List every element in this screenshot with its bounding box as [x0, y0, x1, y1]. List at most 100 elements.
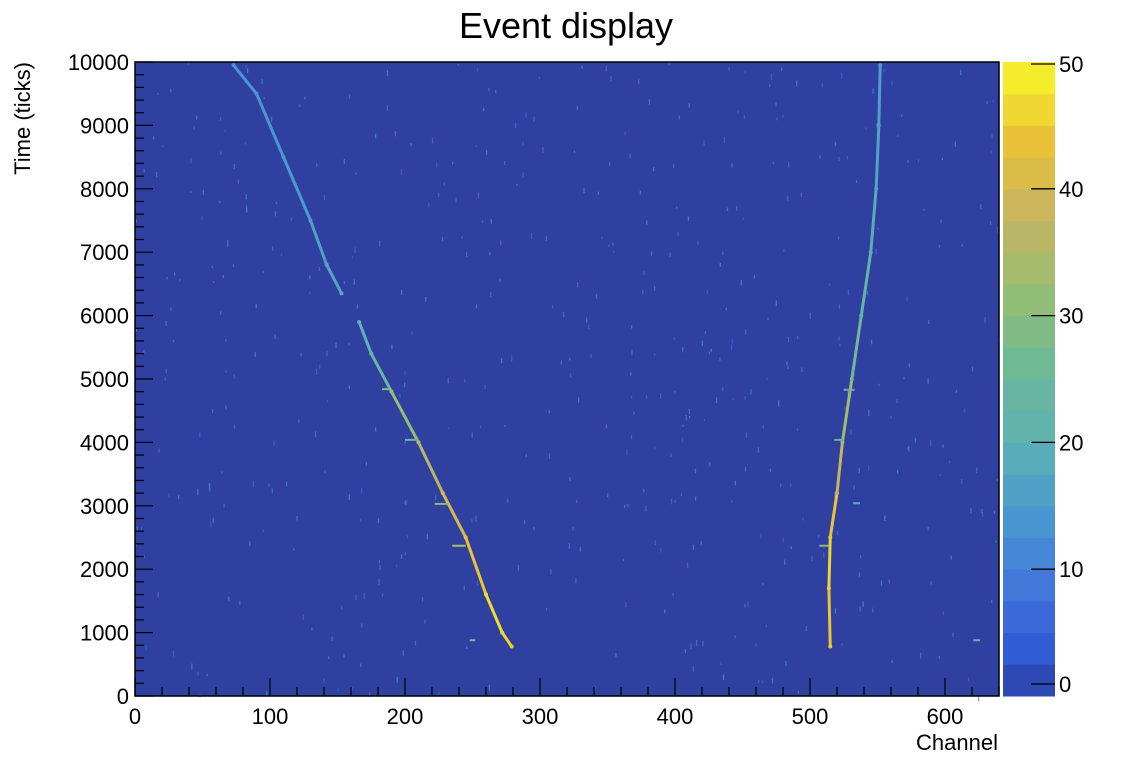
y-tick-label: 5000 — [80, 367, 129, 392]
noise-speck — [787, 366, 789, 370]
noise-speck — [172, 651, 175, 657]
noise-speck — [688, 409, 690, 415]
noise-speck — [868, 409, 870, 416]
noise-speck — [681, 437, 684, 443]
track-segment — [874, 123, 881, 191]
noise-speck — [225, 370, 227, 373]
noise-speck — [178, 494, 180, 500]
noise-speck — [890, 415, 892, 419]
noise-speck — [212, 517, 214, 523]
noise-speck — [225, 339, 227, 342]
noise-speck — [545, 608, 548, 611]
noise-speck — [157, 592, 159, 598]
noise-speck — [400, 169, 402, 175]
noise-speck — [165, 368, 167, 373]
noise-speck — [135, 542, 137, 547]
noise-speck — [576, 282, 579, 288]
noise-speck — [834, 491, 836, 498]
noise-speck — [211, 409, 214, 413]
noise-speck — [760, 533, 762, 539]
noise-speck — [563, 312, 565, 318]
colorbar-level — [1003, 600, 1055, 634]
noise-speck — [209, 488, 211, 492]
track-point — [281, 155, 286, 160]
noise-speck — [664, 609, 666, 614]
noise-speck — [379, 241, 381, 247]
noise-speck — [341, 605, 343, 610]
noise-speck — [744, 396, 746, 401]
noise-speck — [219, 200, 221, 204]
noise-speck — [859, 606, 861, 612]
noise-speck — [533, 116, 535, 122]
noise-speck — [838, 336, 840, 341]
noise-speck — [841, 643, 843, 646]
noise-speck — [992, 99, 994, 103]
noise-speck — [255, 304, 257, 309]
noise-speck — [382, 593, 384, 597]
track-point — [876, 123, 881, 128]
noise-speck — [605, 424, 608, 428]
noise-speck — [726, 207, 729, 211]
noise-speck — [223, 504, 225, 508]
noise-speck — [545, 235, 547, 241]
noise-speck — [767, 317, 769, 320]
noise-speck — [245, 205, 248, 210]
noise-speck — [438, 692, 440, 695]
noise-speck — [404, 501, 406, 504]
noise-speck — [211, 266, 213, 269]
noise-speck — [963, 408, 966, 413]
noise-speck — [457, 63, 459, 67]
noise-speck — [948, 460, 951, 464]
noise-speck — [244, 141, 247, 145]
noise-speck — [326, 399, 328, 403]
noise-speck — [237, 179, 240, 184]
noise-speck — [187, 62, 190, 65]
noise-speck — [290, 217, 293, 222]
noise-speck — [461, 236, 463, 239]
noise-speck — [404, 382, 406, 388]
track-segment — [484, 593, 504, 635]
noise-speck — [363, 593, 365, 599]
noise-speck — [374, 427, 377, 432]
noise-speck — [348, 494, 350, 500]
x-tick-label: 100 — [252, 704, 289, 729]
noise-speck — [424, 619, 426, 624]
track-point — [254, 91, 259, 96]
noise-speck — [463, 585, 465, 591]
noise-speck — [483, 107, 485, 111]
noise-speck — [233, 374, 235, 379]
noise-speck — [488, 684, 490, 691]
noise-speck — [399, 394, 401, 398]
noise-speck — [687, 216, 690, 222]
noise-speck — [395, 564, 398, 568]
track-segment — [232, 63, 258, 96]
track-point — [324, 262, 329, 267]
noise-speck — [954, 141, 956, 147]
noise-speck — [523, 520, 526, 525]
noise-speck — [765, 624, 768, 628]
noise-speck — [597, 191, 600, 195]
noise-speck — [476, 68, 479, 72]
noise-speck — [475, 145, 477, 148]
track-segment — [282, 155, 312, 222]
noise-speck — [516, 183, 518, 186]
noise-speck — [233, 424, 236, 429]
noise-speck — [719, 357, 721, 361]
noise-speck — [996, 227, 999, 233]
noise-speck — [960, 69, 962, 76]
noise-speck — [220, 311, 222, 315]
noise-speck — [989, 220, 992, 226]
noise-speck — [404, 552, 406, 556]
noise-speck — [941, 157, 943, 161]
noise-speck — [981, 508, 983, 514]
noise-speck — [927, 378, 929, 384]
noise-speck — [522, 141, 524, 146]
noise-speck — [271, 488, 273, 494]
noise-speck — [772, 161, 775, 165]
noise-speck — [522, 172, 524, 178]
colorbar-level — [1003, 220, 1055, 253]
noise-speck — [221, 471, 223, 474]
noise-speck — [744, 466, 747, 472]
noise-speck — [720, 661, 722, 665]
noise-speck — [233, 164, 235, 170]
